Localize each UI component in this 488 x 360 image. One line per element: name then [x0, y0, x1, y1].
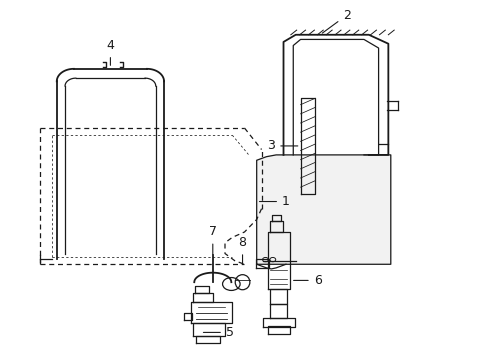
Text: 4: 4	[106, 39, 114, 65]
Polygon shape	[256, 155, 390, 264]
Text: 1: 1	[259, 195, 289, 208]
Text: 8: 8	[238, 236, 246, 264]
Text: 7: 7	[208, 225, 216, 254]
Text: 6: 6	[293, 274, 321, 287]
Text: 3: 3	[267, 139, 297, 152]
Text: 5: 5	[203, 326, 233, 339]
Text: 2: 2	[322, 9, 350, 33]
